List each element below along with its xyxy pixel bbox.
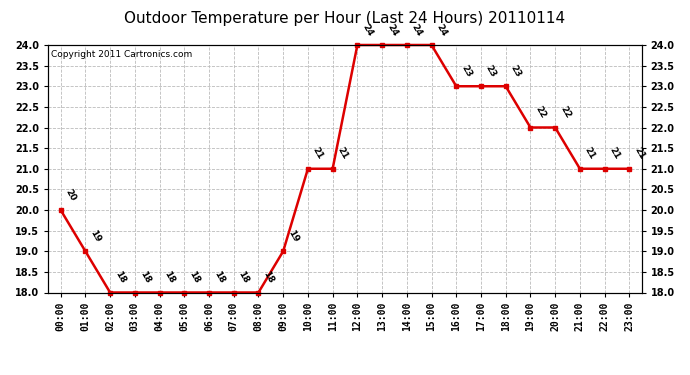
Text: 21: 21 bbox=[608, 146, 622, 161]
Text: 21: 21 bbox=[311, 146, 325, 161]
Text: 24: 24 bbox=[435, 22, 448, 38]
Text: 22: 22 bbox=[533, 105, 547, 120]
Text: 24: 24 bbox=[385, 22, 399, 38]
Text: 23: 23 bbox=[484, 63, 498, 79]
Text: 23: 23 bbox=[460, 63, 473, 79]
Text: Copyright 2011 Cartronics.com: Copyright 2011 Cartronics.com bbox=[51, 50, 193, 59]
Text: 18: 18 bbox=[262, 270, 275, 285]
Text: 19: 19 bbox=[88, 228, 102, 244]
Text: 18: 18 bbox=[138, 270, 152, 285]
Text: 21: 21 bbox=[335, 146, 350, 161]
Text: 18: 18 bbox=[113, 270, 127, 285]
Text: Outdoor Temperature per Hour (Last 24 Hours) 20110114: Outdoor Temperature per Hour (Last 24 Ho… bbox=[124, 11, 566, 26]
Text: 22: 22 bbox=[558, 105, 572, 120]
Text: 18: 18 bbox=[212, 270, 226, 285]
Text: 24: 24 bbox=[410, 22, 424, 38]
Text: 18: 18 bbox=[237, 270, 250, 285]
Text: 20: 20 bbox=[63, 188, 77, 202]
Text: 23: 23 bbox=[509, 63, 523, 79]
Text: 21: 21 bbox=[583, 146, 597, 161]
Text: 21: 21 bbox=[632, 146, 647, 161]
Text: 18: 18 bbox=[163, 270, 177, 285]
Text: 24: 24 bbox=[360, 22, 375, 38]
Text: 19: 19 bbox=[286, 228, 300, 244]
Text: 18: 18 bbox=[187, 270, 201, 285]
